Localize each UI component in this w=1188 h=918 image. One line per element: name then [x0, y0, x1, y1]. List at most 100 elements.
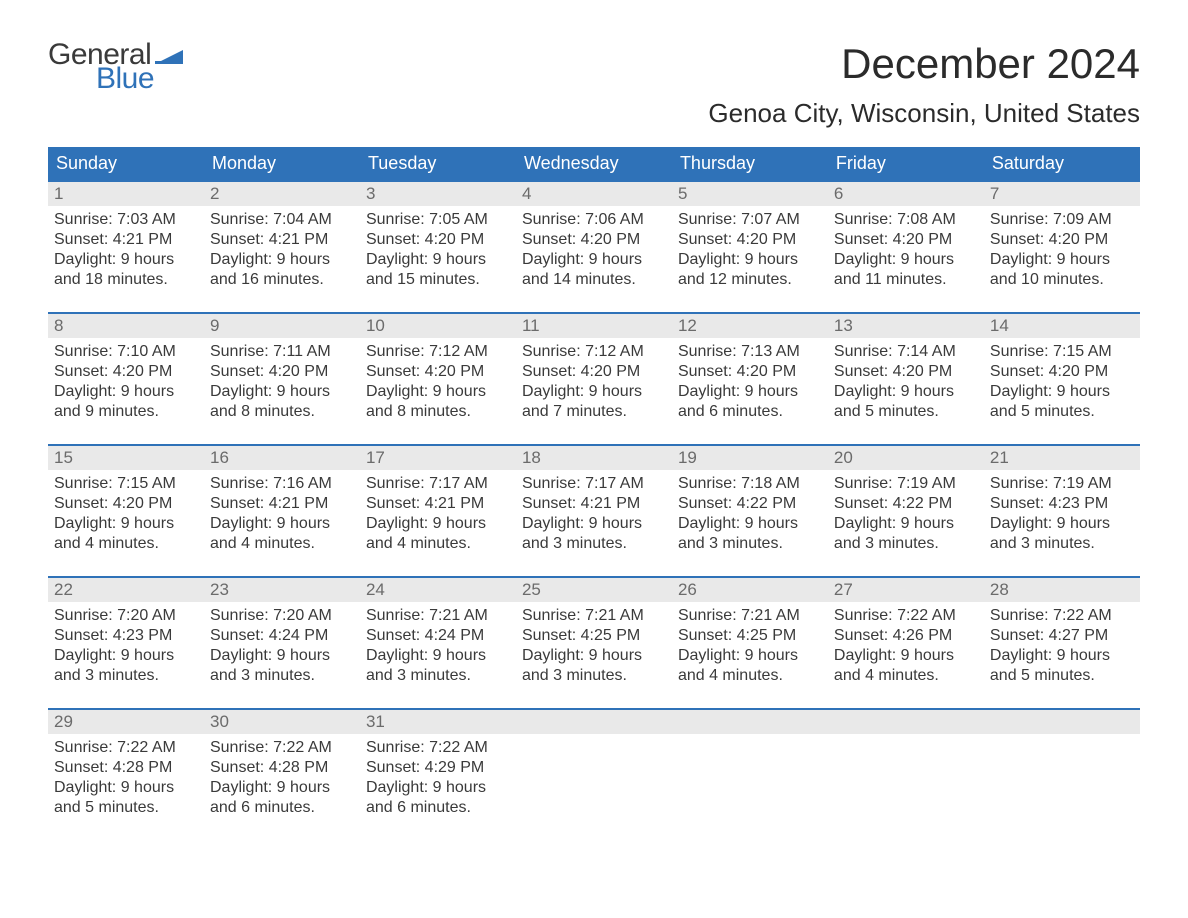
daylight-line: Daylight: 9 hours: [990, 250, 1134, 270]
day-info: Sunrise: 7:19 AMSunset: 4:23 PMDaylight:…: [984, 470, 1140, 554]
calendar-cell: 29Sunrise: 7:22 AMSunset: 4:28 PMDayligh…: [48, 708, 204, 840]
sunrise-line: Sunrise: 7:22 AM: [834, 606, 978, 626]
day-number: 25: [516, 578, 672, 602]
daylight-line: and 3 minutes.: [522, 534, 666, 554]
day-info: Sunrise: 7:18 AMSunset: 4:22 PMDaylight:…: [672, 470, 828, 554]
sunrise-line: Sunrise: 7:08 AM: [834, 210, 978, 230]
daylight-line: and 12 minutes.: [678, 270, 822, 290]
day-number: [984, 710, 1140, 734]
weekday-header: Wednesday: [516, 147, 672, 180]
sunset-line: Sunset: 4:20 PM: [678, 230, 822, 250]
day-number: 31: [360, 710, 516, 734]
daylight-line: Daylight: 9 hours: [210, 646, 354, 666]
sunset-line: Sunset: 4:28 PM: [210, 758, 354, 778]
day-number: 18: [516, 446, 672, 470]
daylight-line: Daylight: 9 hours: [990, 382, 1134, 402]
calendar-cell: [516, 708, 672, 840]
sunrise-line: Sunrise: 7:17 AM: [366, 474, 510, 494]
sunrise-line: Sunrise: 7:16 AM: [210, 474, 354, 494]
calendar-cell: 11Sunrise: 7:12 AMSunset: 4:20 PMDayligh…: [516, 312, 672, 444]
calendar-cell: 10Sunrise: 7:12 AMSunset: 4:20 PMDayligh…: [360, 312, 516, 444]
daylight-line: and 11 minutes.: [834, 270, 978, 290]
day-info: Sunrise: 7:14 AMSunset: 4:20 PMDaylight:…: [828, 338, 984, 422]
sunset-line: Sunset: 4:20 PM: [54, 362, 198, 382]
day-info: Sunrise: 7:17 AMSunset: 4:21 PMDaylight:…: [516, 470, 672, 554]
calendar-table: Sunday Monday Tuesday Wednesday Thursday…: [48, 147, 1140, 840]
day-number: 1: [48, 182, 204, 206]
daylight-line: and 6 minutes.: [210, 798, 354, 818]
daylight-line: and 4 minutes.: [678, 666, 822, 686]
daylight-line: Daylight: 9 hours: [210, 250, 354, 270]
calendar-cell: [672, 708, 828, 840]
logo: General Blue: [48, 40, 183, 94]
day-number: 30: [204, 710, 360, 734]
day-number: 12: [672, 314, 828, 338]
calendar-cell: 4Sunrise: 7:06 AMSunset: 4:20 PMDaylight…: [516, 180, 672, 312]
calendar-cell: 21Sunrise: 7:19 AMSunset: 4:23 PMDayligh…: [984, 444, 1140, 576]
calendar-cell: 31Sunrise: 7:22 AMSunset: 4:29 PMDayligh…: [360, 708, 516, 840]
day-number: [516, 710, 672, 734]
day-number: 28: [984, 578, 1140, 602]
calendar-cell: 6Sunrise: 7:08 AMSunset: 4:20 PMDaylight…: [828, 180, 984, 312]
daylight-line: Daylight: 9 hours: [678, 514, 822, 534]
calendar-cell: 9Sunrise: 7:11 AMSunset: 4:20 PMDaylight…: [204, 312, 360, 444]
daylight-line: Daylight: 9 hours: [366, 514, 510, 534]
daylight-line: and 4 minutes.: [54, 534, 198, 554]
calendar-cell: 22Sunrise: 7:20 AMSunset: 4:23 PMDayligh…: [48, 576, 204, 708]
daylight-line: Daylight: 9 hours: [522, 382, 666, 402]
calendar-week-row: 29Sunrise: 7:22 AMSunset: 4:28 PMDayligh…: [48, 708, 1140, 840]
daylight-line: and 10 minutes.: [990, 270, 1134, 290]
day-info: Sunrise: 7:10 AMSunset: 4:20 PMDaylight:…: [48, 338, 204, 422]
calendar-cell: 27Sunrise: 7:22 AMSunset: 4:26 PMDayligh…: [828, 576, 984, 708]
weekday-header: Sunday: [48, 147, 204, 180]
sunset-line: Sunset: 4:23 PM: [990, 494, 1134, 514]
daylight-line: Daylight: 9 hours: [678, 382, 822, 402]
sunset-line: Sunset: 4:22 PM: [678, 494, 822, 514]
daylight-line: and 3 minutes.: [678, 534, 822, 554]
sunset-line: Sunset: 4:20 PM: [522, 362, 666, 382]
day-info: Sunrise: 7:15 AMSunset: 4:20 PMDaylight:…: [48, 470, 204, 554]
calendar-cell: 17Sunrise: 7:17 AMSunset: 4:21 PMDayligh…: [360, 444, 516, 576]
day-info: Sunrise: 7:03 AMSunset: 4:21 PMDaylight:…: [48, 206, 204, 290]
daylight-line: and 9 minutes.: [54, 402, 198, 422]
daylight-line: and 3 minutes.: [54, 666, 198, 686]
sunrise-line: Sunrise: 7:22 AM: [54, 738, 198, 758]
day-info: Sunrise: 7:04 AMSunset: 4:21 PMDaylight:…: [204, 206, 360, 290]
day-number: 19: [672, 446, 828, 470]
day-info: Sunrise: 7:21 AMSunset: 4:25 PMDaylight:…: [672, 602, 828, 686]
calendar-week-row: 15Sunrise: 7:15 AMSunset: 4:20 PMDayligh…: [48, 444, 1140, 576]
calendar-week-row: 8Sunrise: 7:10 AMSunset: 4:20 PMDaylight…: [48, 312, 1140, 444]
sunset-line: Sunset: 4:20 PM: [366, 362, 510, 382]
calendar-cell: 30Sunrise: 7:22 AMSunset: 4:28 PMDayligh…: [204, 708, 360, 840]
sunrise-line: Sunrise: 7:20 AM: [210, 606, 354, 626]
page-title: December 2024: [841, 40, 1140, 88]
sunrise-line: Sunrise: 7:19 AM: [834, 474, 978, 494]
daylight-line: Daylight: 9 hours: [54, 382, 198, 402]
sunrise-line: Sunrise: 7:18 AM: [678, 474, 822, 494]
calendar-cell: 2Sunrise: 7:04 AMSunset: 4:21 PMDaylight…: [204, 180, 360, 312]
sunrise-line: Sunrise: 7:10 AM: [54, 342, 198, 362]
sunrise-line: Sunrise: 7:14 AM: [834, 342, 978, 362]
sunrise-line: Sunrise: 7:15 AM: [990, 342, 1134, 362]
calendar-cell: 13Sunrise: 7:14 AMSunset: 4:20 PMDayligh…: [828, 312, 984, 444]
daylight-line: and 16 minutes.: [210, 270, 354, 290]
daylight-line: and 18 minutes.: [54, 270, 198, 290]
sunrise-line: Sunrise: 7:21 AM: [522, 606, 666, 626]
daylight-line: Daylight: 9 hours: [834, 646, 978, 666]
sunset-line: Sunset: 4:24 PM: [210, 626, 354, 646]
sunset-line: Sunset: 4:20 PM: [210, 362, 354, 382]
day-number: 7: [984, 182, 1140, 206]
daylight-line: Daylight: 9 hours: [834, 514, 978, 534]
day-number: 15: [48, 446, 204, 470]
day-info: Sunrise: 7:19 AMSunset: 4:22 PMDaylight:…: [828, 470, 984, 554]
day-info: Sunrise: 7:22 AMSunset: 4:27 PMDaylight:…: [984, 602, 1140, 686]
sunrise-line: Sunrise: 7:22 AM: [210, 738, 354, 758]
day-number: [672, 710, 828, 734]
day-number: 29: [48, 710, 204, 734]
daylight-line: and 4 minutes.: [210, 534, 354, 554]
sunset-line: Sunset: 4:21 PM: [210, 230, 354, 250]
day-number: 11: [516, 314, 672, 338]
sunrise-line: Sunrise: 7:12 AM: [366, 342, 510, 362]
day-number: 8: [48, 314, 204, 338]
calendar-week-row: 22Sunrise: 7:20 AMSunset: 4:23 PMDayligh…: [48, 576, 1140, 708]
